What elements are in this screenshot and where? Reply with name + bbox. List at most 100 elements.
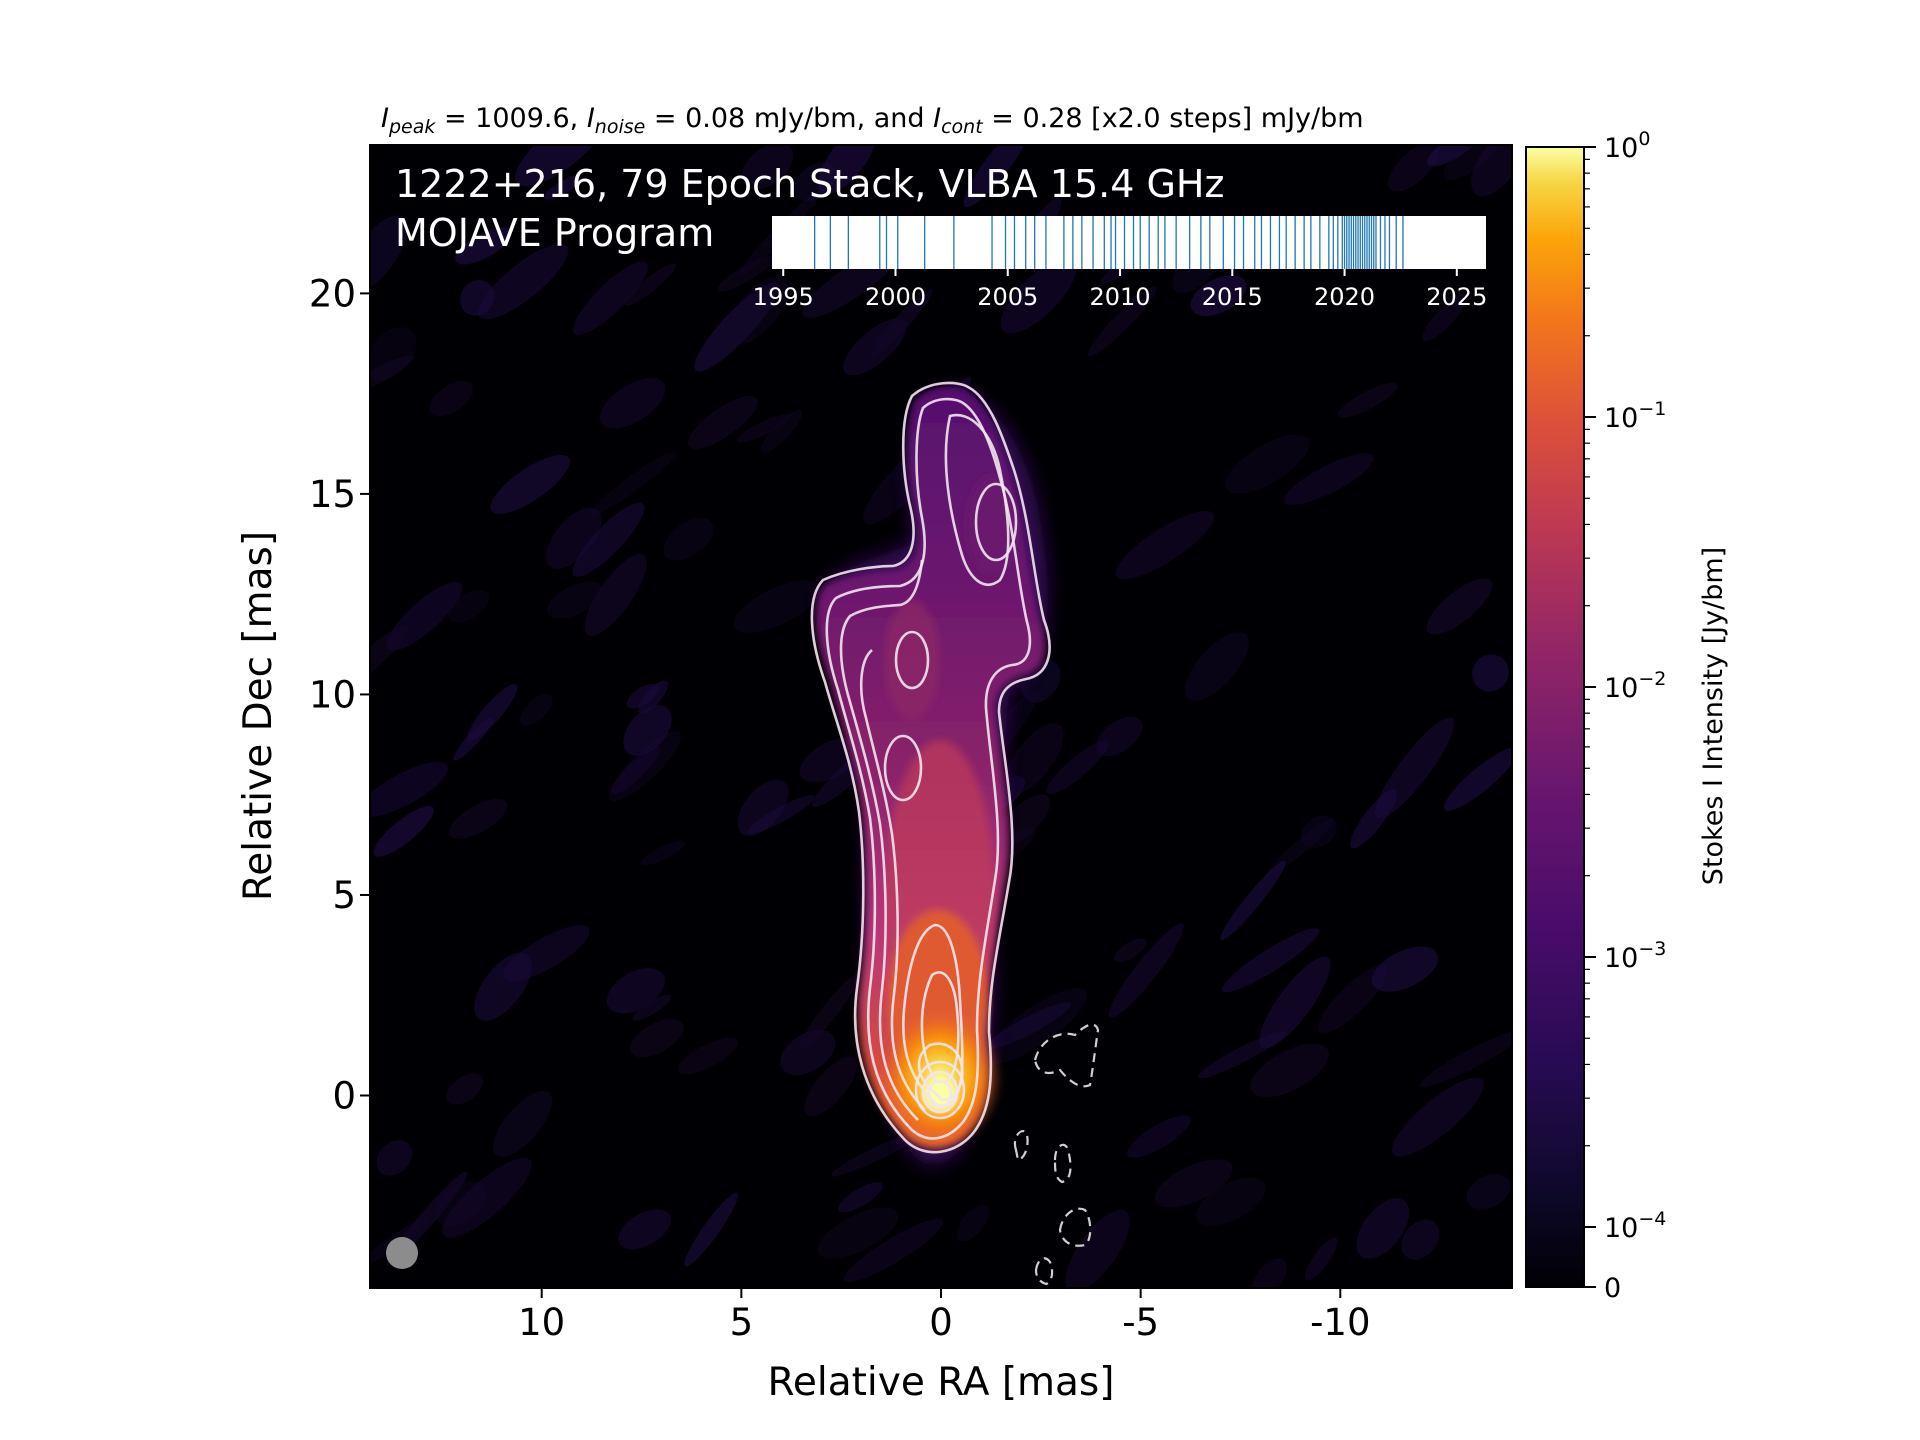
noise-blob — [572, 502, 645, 577]
noise-blob — [1443, 747, 1512, 811]
noise-blob — [1003, 723, 1064, 795]
noise-blob — [1472, 654, 1509, 692]
noise-blob — [983, 987, 1088, 1065]
noise-blob — [831, 1131, 923, 1177]
x-tick-label: 5 — [730, 1301, 754, 1344]
epoch-lines — [814, 216, 1404, 269]
x-tick-label: -10 — [1310, 1301, 1370, 1344]
noise-blob — [988, 1002, 1071, 1049]
colorbar-tick-label: 100 — [1604, 128, 1650, 164]
x-tick-label: -5 — [1122, 1301, 1159, 1344]
noise-blob — [376, 1140, 413, 1176]
colorbar-tick-label: 10−3 — [1604, 938, 1666, 974]
noise-blob — [474, 952, 532, 1021]
x-tick-label: 0 — [929, 1301, 953, 1344]
plot-title-line1: 1222+216, 79 Epoch Stack, VLBA 15.4 GHz — [395, 162, 1224, 206]
noise-blob — [1337, 382, 1398, 418]
y-axis-label: Relative Dec [mas] — [236, 531, 281, 901]
noise-blob — [572, 261, 648, 336]
noise-blob — [370, 761, 448, 817]
colorbar-tick-label: 10−4 — [1604, 1208, 1666, 1244]
noise-blob — [1466, 1173, 1511, 1210]
noise-blob — [1304, 1237, 1338, 1281]
noise-blob — [1388, 145, 1439, 192]
noise-blob — [641, 840, 686, 866]
timeline-tick-label: 2000 — [865, 283, 926, 311]
intensity-contours — [810, 381, 1051, 1154]
noise-blob — [370, 355, 415, 401]
colorbar-label: Stokes I Intensity [Jy/bm] — [1698, 547, 1729, 885]
plot-title-line2: MOJAVE Program — [395, 211, 714, 255]
noise-blob — [1108, 923, 1184, 1018]
noise-blob — [1284, 453, 1374, 505]
noise-blob — [373, 805, 434, 857]
figure-header: Ipeak = 1009.6, Inoise = 0.08 mJy/bm, an… — [381, 103, 1364, 138]
timeline-box — [772, 216, 1486, 269]
y-tick-label: 15 — [309, 473, 356, 516]
noise-blob — [624, 263, 676, 306]
noise-blob — [449, 798, 508, 839]
y-tick-label: 10 — [309, 673, 356, 716]
noise-blob — [694, 282, 779, 372]
noise-blob — [546, 507, 602, 570]
noise-blob — [1114, 938, 1147, 963]
noise-blob — [1422, 293, 1468, 342]
noise-blob — [737, 779, 789, 836]
noise-blob — [1225, 434, 1310, 494]
y-tick-label: 20 — [309, 272, 356, 315]
y-tick-label: 5 — [332, 874, 356, 917]
noise-blob — [1371, 946, 1439, 992]
noise-blob — [546, 581, 603, 619]
noise-blob — [663, 518, 714, 561]
noise-blob — [370, 215, 408, 294]
noise-blob — [684, 1192, 738, 1267]
noise-blob — [543, 175, 582, 200]
colorbar-tick-label: 10−1 — [1604, 398, 1666, 434]
x-axis-label: Relative RA [mas] — [768, 1360, 1115, 1405]
beam-ellipse — [386, 1237, 418, 1269]
noise-blob — [1250, 1043, 1329, 1098]
background-noise — [370, 145, 1512, 1288]
noise-blob — [760, 409, 803, 454]
noise-blob — [1374, 717, 1455, 819]
timeline-tick-label: 2010 — [1089, 283, 1150, 311]
noise-blob — [780, 1029, 836, 1076]
noise-blob — [1190, 275, 1247, 316]
noise-blob — [733, 580, 821, 633]
timeline-tick-label: 1995 — [753, 283, 814, 311]
noise-blob — [442, 1157, 532, 1238]
noise-blob — [956, 1204, 990, 1242]
noise-blob — [1356, 1198, 1410, 1259]
image-plot: 1222+216, 79 Epoch Stack, VLBA 15.4 GHz … — [236, 144, 1513, 1405]
epoch-timeline: 1995 2000 2005 2010 2015 2020 2025 — [753, 216, 1487, 311]
noise-blob — [741, 145, 794, 190]
noise-blob — [1185, 632, 1249, 701]
noise-blob — [611, 746, 660, 795]
noise-blob — [623, 705, 672, 756]
noise-blob — [618, 1209, 671, 1250]
noise-blob — [870, 289, 933, 357]
noise-blob — [963, 145, 1032, 208]
noise-blob — [1000, 257, 1077, 334]
noise-blob — [717, 255, 775, 292]
colorbar-tick-label: 0 — [1604, 1273, 1621, 1304]
noise-blob — [1065, 1209, 1130, 1288]
noise-blob — [1401, 1219, 1440, 1260]
noise-blob — [1300, 815, 1337, 848]
timeline-tick-label: 2005 — [977, 283, 1038, 311]
noise-blob — [817, 1207, 898, 1259]
noise-blob — [1115, 510, 1215, 580]
noise-blob — [1426, 578, 1493, 635]
noise-blob — [608, 731, 682, 802]
noise-blob — [589, 451, 677, 516]
colorbar-tick-label: 10−2 — [1604, 668, 1666, 704]
noise-blob — [843, 1218, 944, 1283]
noise-blob — [632, 994, 672, 1021]
colorbar-gradient — [1525, 146, 1585, 1288]
noise-blob — [838, 1182, 883, 1213]
noise-blob — [453, 717, 494, 761]
noise-blob — [1046, 740, 1109, 795]
noise-blob — [799, 737, 863, 783]
noise-blob — [1391, 1077, 1484, 1157]
colorbar: 100 10−1 10−2 10−3 10−4 0 Stokes I Intensity … — [1525, 128, 1729, 1304]
